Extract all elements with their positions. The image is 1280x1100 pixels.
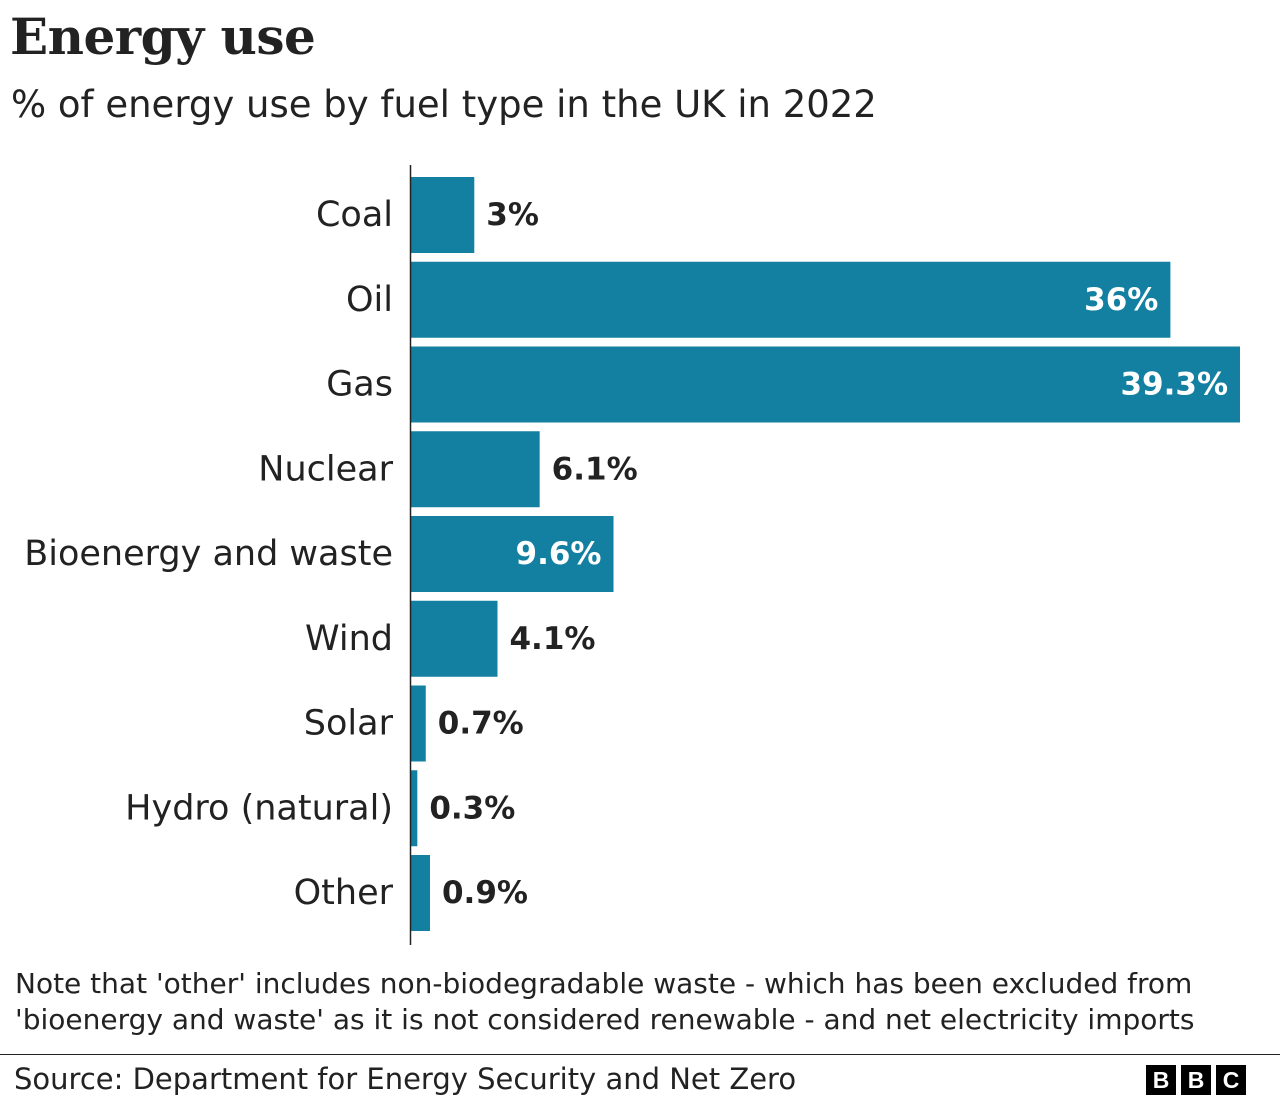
chart-title: Energy use [10, 7, 316, 66]
bar-other [411, 855, 430, 931]
logo-letter-2: B [1181, 1065, 1211, 1095]
category-label-gas: Gas [326, 365, 393, 405]
bbc-logo: B B C [1146, 1065, 1246, 1095]
bar-bioenergy-and-waste [411, 516, 614, 592]
source-text: Source: Department for Energy Security a… [14, 1062, 797, 1096]
category-label-coal: Coal [316, 195, 393, 235]
value-label-wind: 4.1% [509, 621, 595, 657]
logo-letter-1: B [1146, 1065, 1176, 1095]
value-label-coal: 3% [486, 197, 539, 233]
chart-subtitle: % of energy use by fuel type in the UK i… [11, 83, 877, 126]
footer-divider [0, 1054, 1280, 1055]
bar-nuclear [411, 431, 540, 508]
bar-solar [411, 685, 426, 762]
value-label-gas: 39.3% [1120, 367, 1228, 403]
chart-note: Note that 'other' includes non-biodegrad… [15, 967, 1195, 1036]
category-label-oil: Oil [346, 280, 393, 320]
bar-coal [411, 177, 475, 253]
bar-chart: Coal 3% Oil 36% Gas 39.3% Nuclear 6.1% Bioenergy… [24, 165, 1240, 945]
category-label-hydro-natural: Hydro (natural) [125, 788, 393, 828]
bar-hydro-natural [411, 770, 418, 847]
bar-oil [411, 261, 1171, 338]
category-label-nuclear: Nuclear [258, 449, 393, 489]
category-label-other: Other [294, 873, 394, 913]
value-label-oil: 36% [1084, 282, 1158, 318]
value-label-solar: 0.7% [438, 706, 524, 742]
value-label-nuclear: 6.1% [552, 451, 638, 487]
value-label-hydro-natural: 0.3% [429, 790, 515, 826]
bar-gas [411, 346, 1240, 423]
value-label-other: 0.9% [442, 875, 528, 911]
category-label-bioenergy-and-waste: Bioenergy and waste [24, 534, 393, 574]
bar-wind [411, 600, 498, 677]
value-label-bioenergy-and-waste: 9.6% [516, 536, 602, 572]
category-label-solar: Solar [304, 704, 394, 744]
logo-letter-3: C [1216, 1065, 1246, 1095]
category-label-wind: Wind [305, 619, 393, 659]
bars-group: Coal 3% Oil 36% Gas 39.3% Nuclear 6.1% Bioenergy… [24, 177, 1240, 931]
